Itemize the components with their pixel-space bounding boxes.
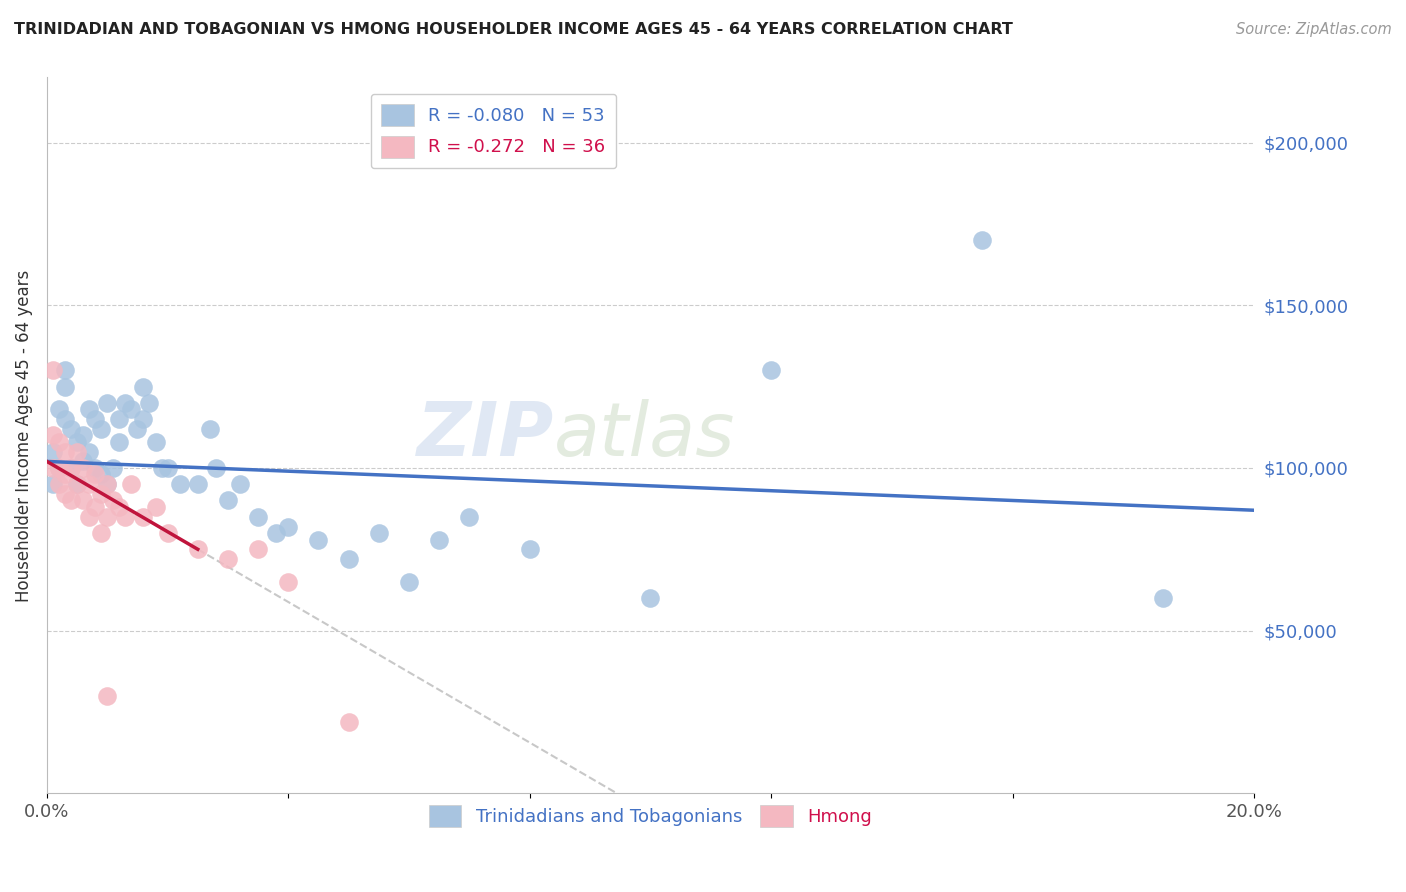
Point <box>84 412 107 426</box>
Point <box>103 461 125 475</box>
Point <box>114 509 136 524</box>
Point <box>53 363 76 377</box>
Point <box>247 542 270 557</box>
Point <box>108 500 131 514</box>
Point <box>337 552 360 566</box>
Point <box>120 477 142 491</box>
Point <box>187 477 209 491</box>
Point <box>247 509 270 524</box>
Point <box>108 434 131 449</box>
Point <box>53 467 76 482</box>
Point <box>96 689 118 703</box>
Legend: Trinidadians and Tobagonians, Hmong: Trinidadians and Tobagonians, Hmong <box>422 798 879 834</box>
Point <box>427 533 450 547</box>
Y-axis label: Householder Income Ages 45 - 64 years: Householder Income Ages 45 - 64 years <box>15 269 32 601</box>
Point <box>48 461 70 475</box>
Point <box>229 477 252 491</box>
Point <box>66 444 89 458</box>
Point <box>187 542 209 557</box>
Point <box>150 461 173 475</box>
Point <box>277 574 299 589</box>
Point <box>640 591 662 606</box>
Point <box>48 434 70 449</box>
Point <box>60 422 83 436</box>
Text: Source: ZipAtlas.com: Source: ZipAtlas.com <box>1236 22 1392 37</box>
Point <box>759 363 782 377</box>
Point <box>156 461 179 475</box>
Point <box>53 412 76 426</box>
Point <box>53 487 76 501</box>
Point <box>198 422 221 436</box>
Point <box>84 500 107 514</box>
Point <box>84 467 107 482</box>
Point <box>90 526 112 541</box>
Point <box>77 402 100 417</box>
Point <box>398 574 420 589</box>
Point <box>519 542 541 557</box>
Point <box>77 509 100 524</box>
Point <box>145 434 167 449</box>
Point <box>66 434 89 449</box>
Point <box>96 509 118 524</box>
Point <box>53 379 76 393</box>
Point <box>127 422 149 436</box>
Text: TRINIDADIAN AND TOBAGONIAN VS HMONG HOUSEHOLDER INCOME AGES 45 - 64 YEARS CORREL: TRINIDADIAN AND TOBAGONIAN VS HMONG HOUS… <box>14 22 1012 37</box>
Point <box>42 428 65 442</box>
Point <box>72 428 94 442</box>
Point <box>132 509 155 524</box>
Point <box>1152 591 1174 606</box>
Point <box>337 714 360 729</box>
Point <box>138 396 160 410</box>
Point <box>90 487 112 501</box>
Point <box>66 477 89 491</box>
Point <box>308 533 330 547</box>
Point <box>77 477 100 491</box>
Point <box>42 477 65 491</box>
Point <box>60 461 83 475</box>
Point <box>90 467 112 482</box>
Point <box>66 477 89 491</box>
Text: ZIP: ZIP <box>416 399 554 472</box>
Point <box>96 396 118 410</box>
Point <box>156 526 179 541</box>
Text: atlas: atlas <box>554 400 735 471</box>
Point <box>84 461 107 475</box>
Point <box>114 396 136 410</box>
Point <box>42 363 65 377</box>
Point <box>60 461 83 475</box>
Point <box>60 493 83 508</box>
Point <box>277 519 299 533</box>
Point <box>132 412 155 426</box>
Point <box>48 461 70 475</box>
Point <box>972 233 994 247</box>
Point <box>53 444 76 458</box>
Point <box>42 444 65 458</box>
Point <box>72 493 94 508</box>
Point <box>48 402 70 417</box>
Point <box>72 454 94 468</box>
Point <box>108 412 131 426</box>
Point <box>169 477 191 491</box>
Point <box>72 461 94 475</box>
Point <box>48 477 70 491</box>
Point <box>217 552 239 566</box>
Point <box>264 526 287 541</box>
Point <box>132 379 155 393</box>
Point <box>217 493 239 508</box>
Point <box>90 422 112 436</box>
Point <box>42 461 65 475</box>
Point <box>96 477 118 491</box>
Point <box>145 500 167 514</box>
Point <box>205 461 228 475</box>
Point <box>120 402 142 417</box>
Point <box>367 526 389 541</box>
Point <box>458 509 481 524</box>
Point <box>77 444 100 458</box>
Point <box>103 493 125 508</box>
Point <box>96 477 118 491</box>
